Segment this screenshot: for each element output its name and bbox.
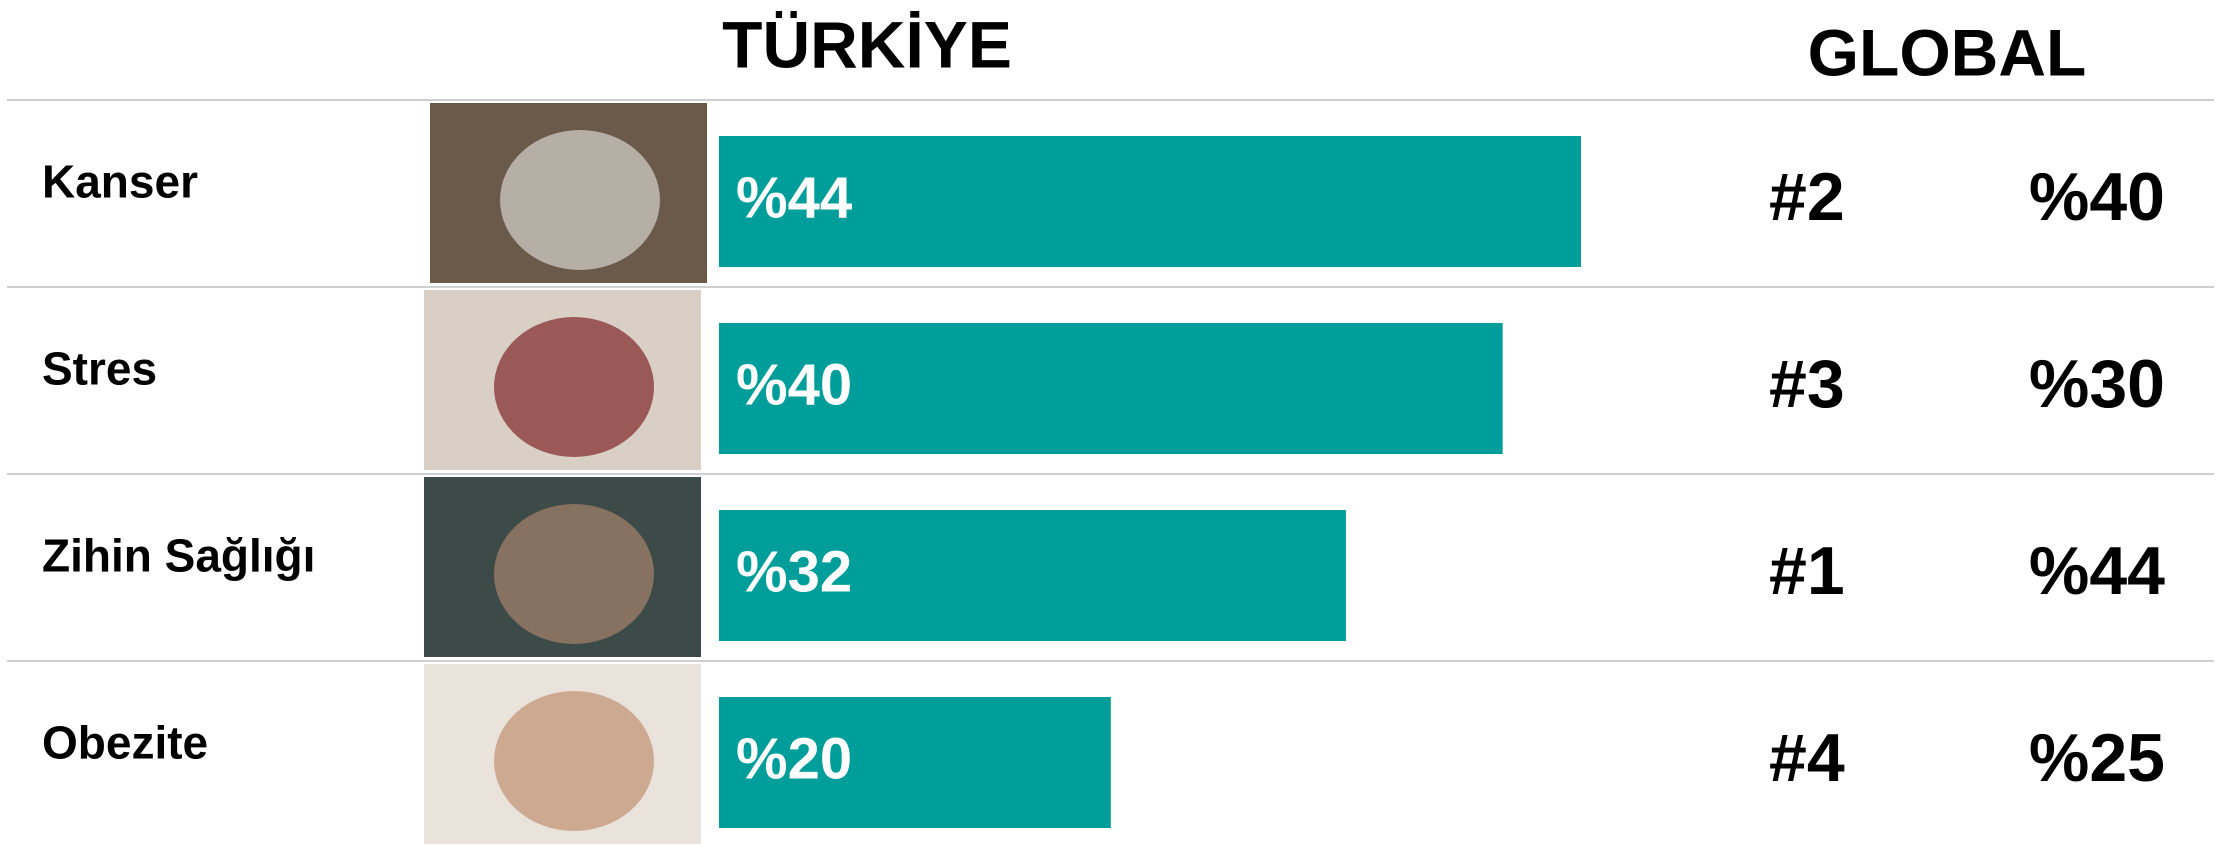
photo-detail — [494, 317, 654, 457]
bar — [719, 323, 1503, 454]
value-label: %32 — [736, 539, 852, 604]
global-rank: #3 — [1769, 346, 1845, 422]
global-value: %25 — [2029, 720, 2165, 796]
value-label: %40 — [736, 352, 852, 417]
value-label: %20 — [736, 726, 852, 791]
global-title: GLOBAL — [1808, 15, 2087, 89]
category-label: Stres — [42, 343, 157, 395]
global-rank: #1 — [1769, 533, 1845, 609]
photo-detail — [500, 130, 660, 270]
global-rank: #4 — [1769, 720, 1845, 796]
global-value: %44 — [2029, 533, 2165, 609]
category-label: Kanser — [42, 156, 198, 208]
bar — [719, 136, 1581, 267]
global-value: %40 — [2029, 159, 2165, 235]
global-value: %30 — [2029, 346, 2165, 422]
photo-detail — [494, 504, 654, 644]
photo-detail — [494, 691, 654, 831]
category-label: Obezite — [42, 717, 208, 769]
value-label: %44 — [736, 165, 852, 230]
bar — [719, 697, 1111, 828]
bar — [719, 510, 1346, 641]
title: TÜRKİYE — [722, 7, 1012, 81]
global-rank: #2 — [1769, 159, 1845, 235]
category-label: Zihin Sağlığı — [42, 530, 315, 582]
